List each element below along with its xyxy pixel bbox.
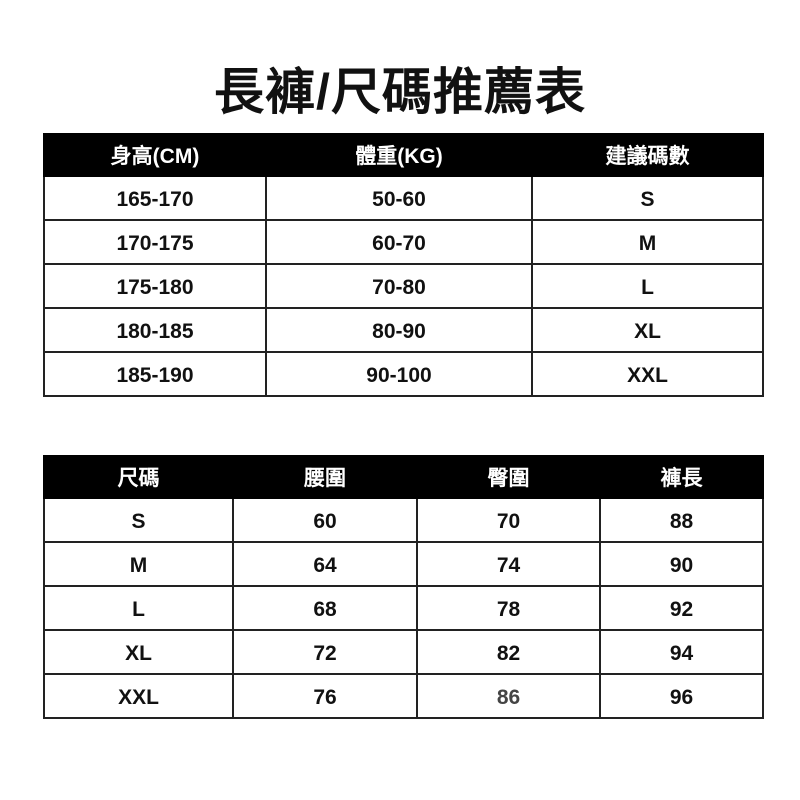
table-cell: S bbox=[43, 497, 234, 543]
table-cell: XL bbox=[531, 307, 764, 353]
header-row: 身高(CM) 體重(KG) 建議碼數 bbox=[43, 133, 764, 177]
column-header: 臀圍 bbox=[416, 455, 601, 499]
column-header: 尺碼 bbox=[43, 455, 234, 499]
table-cell: 90-100 bbox=[265, 351, 533, 397]
table-row: XXL 76 86 96 bbox=[43, 673, 764, 719]
table-cell: 175-180 bbox=[43, 263, 267, 309]
table-cell: 86 bbox=[416, 673, 601, 719]
table-cell: 60-70 bbox=[265, 219, 533, 265]
table-cell: 68 bbox=[232, 585, 418, 631]
table-cell: 96 bbox=[599, 673, 764, 719]
table-row: M 64 74 90 bbox=[43, 541, 764, 587]
table-row: 185-190 90-100 XXL bbox=[43, 351, 764, 397]
table-row: 175-180 70-80 L bbox=[43, 263, 764, 309]
table-row: 180-185 80-90 XL bbox=[43, 307, 764, 353]
table-cell: 78 bbox=[416, 585, 601, 631]
table-cell: 70-80 bbox=[265, 263, 533, 309]
table-cell: L bbox=[531, 263, 764, 309]
table-cell: 92 bbox=[599, 585, 764, 631]
column-header: 褲長 bbox=[599, 455, 764, 499]
table-cell: 60 bbox=[232, 497, 418, 543]
table-cell: XL bbox=[43, 629, 234, 675]
table-cell: M bbox=[531, 219, 764, 265]
table-cell: 82 bbox=[416, 629, 601, 675]
table-cell: XXL bbox=[531, 351, 764, 397]
table-row: 165-170 50-60 S bbox=[43, 175, 764, 221]
column-header: 腰圍 bbox=[232, 455, 418, 499]
table-cell: 88 bbox=[599, 497, 764, 543]
column-header: 體重(KG) bbox=[265, 133, 533, 177]
table-cell: 94 bbox=[599, 629, 764, 675]
size-measurement-table: 尺碼 腰圍 臀圍 褲長 S 60 70 88 M 64 74 90 L 68 78 92 XL 72 82 94 XXL… bbox=[43, 455, 764, 719]
table-cell: 70 bbox=[416, 497, 601, 543]
page-title: 長褲/尺碼推薦表 bbox=[214, 64, 586, 120]
table-cell: 74 bbox=[416, 541, 601, 587]
table-row: XL 72 82 94 bbox=[43, 629, 764, 675]
table-cell: L bbox=[43, 585, 234, 631]
table-cell: 180-185 bbox=[43, 307, 267, 353]
table-row: 170-175 60-70 M bbox=[43, 219, 764, 265]
table-cell: 64 bbox=[232, 541, 418, 587]
table-cell: M bbox=[43, 541, 234, 587]
column-header: 建議碼數 bbox=[531, 133, 764, 177]
table-row: L 68 78 92 bbox=[43, 585, 764, 631]
table-cell: 185-190 bbox=[43, 351, 267, 397]
height-weight-size-table: 身高(CM) 體重(KG) 建議碼數 165-170 50-60 S 170-175 60-7… bbox=[43, 133, 764, 397]
table-cell: 72 bbox=[232, 629, 418, 675]
column-header: 身高(CM) bbox=[43, 133, 267, 177]
table-cell: 80-90 bbox=[265, 307, 533, 353]
table-cell: 76 bbox=[232, 673, 418, 719]
table-cell: 170-175 bbox=[43, 219, 267, 265]
table-cell: 50-60 bbox=[265, 175, 533, 221]
table-cell: XXL bbox=[43, 673, 234, 719]
table-row: S 60 70 88 bbox=[43, 497, 764, 543]
table-cell: 90 bbox=[599, 541, 764, 587]
header-row: 尺碼 腰圍 臀圍 褲長 bbox=[43, 455, 764, 499]
table-cell: S bbox=[531, 175, 764, 221]
table-cell: 165-170 bbox=[43, 175, 267, 221]
